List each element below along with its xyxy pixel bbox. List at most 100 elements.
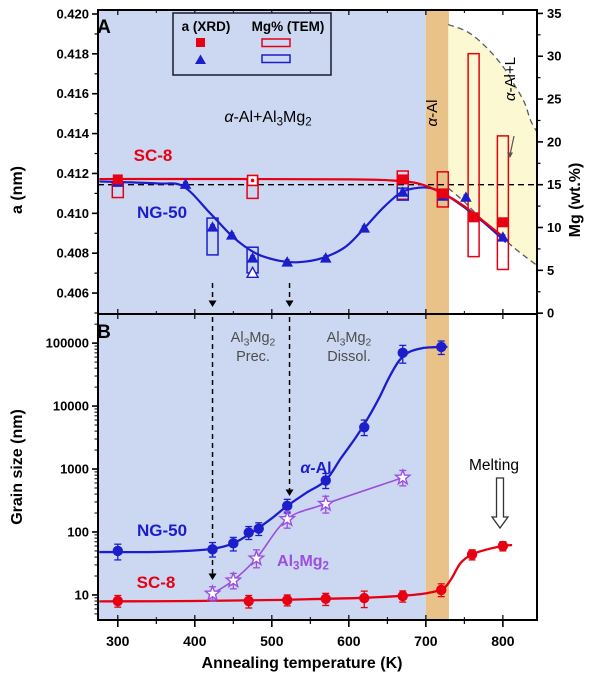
label-al3mg2-dissol-1: Al3Mg2 [327, 330, 372, 349]
ng50-circle-marker [397, 347, 408, 359]
ng50-triangle-marker [179, 178, 192, 189]
tick-label-mg: 35 [547, 6, 561, 21]
tick-label-mg: 10 [547, 220, 561, 235]
tick-label-a: 0.418 [56, 46, 89, 61]
al3mg2-star-marker [393, 468, 412, 486]
tick-label-gs: 10 [75, 587, 89, 602]
legend-ng50-triangle [195, 54, 206, 64]
sc8-circle-marker [359, 592, 370, 604]
ng50-triangle-marker [281, 256, 294, 267]
ng50-triangle-marker [225, 229, 238, 240]
label-alpha-al-band: α-Al [424, 100, 441, 127]
tick-label-x: 500 [260, 633, 284, 649]
ng50-circle-marker [436, 341, 447, 353]
label-alpha-al-curve: α-Al [300, 460, 331, 477]
tick-label-gs: 100 [67, 524, 89, 539]
label-alpha-al-l: α-Al+L [502, 57, 519, 101]
sc8-square-marker [468, 212, 479, 223]
sc8-circle-marker [436, 584, 447, 596]
al3mg2-star-marker [203, 584, 222, 602]
mg-bar-sc8 [496, 135, 510, 271]
ng50-open-triangle-marker [245, 265, 260, 279]
tick-label-a: 0.414 [56, 126, 89, 141]
sc8-circle-marker [320, 593, 331, 604]
sc8-circle-marker [497, 540, 509, 552]
tick-label-a: 0.410 [56, 206, 89, 221]
tick-label-x: 700 [414, 633, 438, 649]
ng50-triangle-marker [460, 191, 472, 202]
arrowhead [208, 300, 217, 307]
panel-b: B Al3Mg2Prec.Al3Mg2Dissol.α-AlNG-50SC-8Al… [97, 317, 519, 609]
tick-label-x: 300 [106, 633, 130, 649]
alpha-al-l-arrow [509, 135, 515, 156]
tick-label-mg: 25 [547, 92, 561, 107]
tick-label-gs: 10000 [53, 399, 89, 414]
arrowhead [285, 300, 294, 307]
tick-label-a: 0.406 [56, 286, 89, 301]
sc8-square-marker [397, 174, 408, 185]
label-sc8-a: SC-8 [134, 146, 173, 165]
mg-bar-ng50 [206, 217, 219, 256]
legend-header-mg-tem: Mg% (TEM) [252, 19, 325, 34]
label-ng50-a: NG-50 [137, 203, 187, 222]
sc8-square-marker [112, 174, 123, 185]
tick-label-a: 0.416 [56, 86, 89, 101]
axis-title-mg: Mg (wt.%) [567, 163, 584, 238]
ng50-circle-marker [282, 500, 293, 512]
region-alpha-al-plus-l-yellow [448, 24, 537, 266]
label-sc8-b: SC-8 [137, 573, 176, 592]
legend-sc8-bar [261, 38, 291, 48]
label-alpha-al-al3mg2: α-Al+Al3Mg2 [224, 109, 311, 129]
ng50-circle-marker [359, 422, 370, 433]
ng50-circle-marker [112, 545, 123, 557]
axes: 0.406 0.408 0.410 0.412 0.414 0.416 0.418 0.420… [9, 6, 584, 672]
label-al3mg2-prec-1: Al3Mg2 [231, 330, 276, 349]
ng50-circle-marker [228, 538, 239, 549]
mg-bar-sc8 [396, 170, 410, 201]
sc8-circle-marker [397, 590, 408, 602]
ng50-triangle-marker [246, 252, 259, 263]
sc8-circle-marker [282, 594, 293, 606]
sc8-open-square-dot [250, 178, 255, 183]
ng50-circle-marker [253, 523, 264, 534]
al3mg2-star-marker [278, 509, 297, 527]
tick-label-mg: 0 [547, 306, 554, 321]
tick-label-mg: 30 [547, 49, 561, 64]
ng50-triangle-marker [396, 186, 409, 197]
tick-label-gs: 1000 [60, 462, 89, 477]
solidus-dashed-curve [447, 187, 538, 266]
legend-sc8-square [196, 38, 205, 47]
legend-header-xrd: a (XRD) [182, 19, 231, 34]
legend: a (XRD) Mg% (TEM) [172, 12, 332, 76]
sc8-square-marker [497, 217, 508, 228]
tick-label-x: 400 [183, 633, 207, 649]
tick-label-a: 0.408 [56, 246, 89, 261]
arrowhead [507, 152, 513, 158]
panel-a: A SC-8 NG-50 α-Al+Al3Mg2 α-Al α-Al+L [97, 17, 537, 307]
ng50-triangle-marker [497, 231, 509, 242]
tick-label-a: 0.420 [56, 6, 89, 21]
ng50-circle-marker [320, 475, 331, 486]
panel-b-label: B [97, 322, 111, 343]
label-al3mg2-dissol-2: Dissol. [327, 349, 371, 365]
sc8-circle-marker [243, 595, 254, 607]
panel-a-label: A [97, 17, 111, 38]
al3mg2-star-marker [224, 570, 243, 589]
arrowhead [208, 573, 217, 580]
tick-label-x: 600 [337, 633, 361, 649]
ng50-circle-marker [243, 527, 254, 538]
tick-label-x: 800 [491, 633, 515, 649]
tick-label-mg: 20 [547, 134, 561, 149]
mg-bar-sc8 [467, 52, 480, 258]
sc8-square-marker [437, 188, 448, 199]
sc8-circle-marker [112, 595, 123, 607]
axis-title-x: Annealing temperature (K) [202, 655, 403, 672]
tick-label-mg: 5 [547, 263, 554, 278]
arrowhead [285, 489, 294, 496]
axis-title-grain-size: Grain size (nm) [9, 409, 26, 525]
tick-label-gs: 100000 [46, 336, 89, 351]
axis-title-a: a (nm) [9, 166, 26, 214]
tick-label-mg: 15 [547, 177, 561, 192]
